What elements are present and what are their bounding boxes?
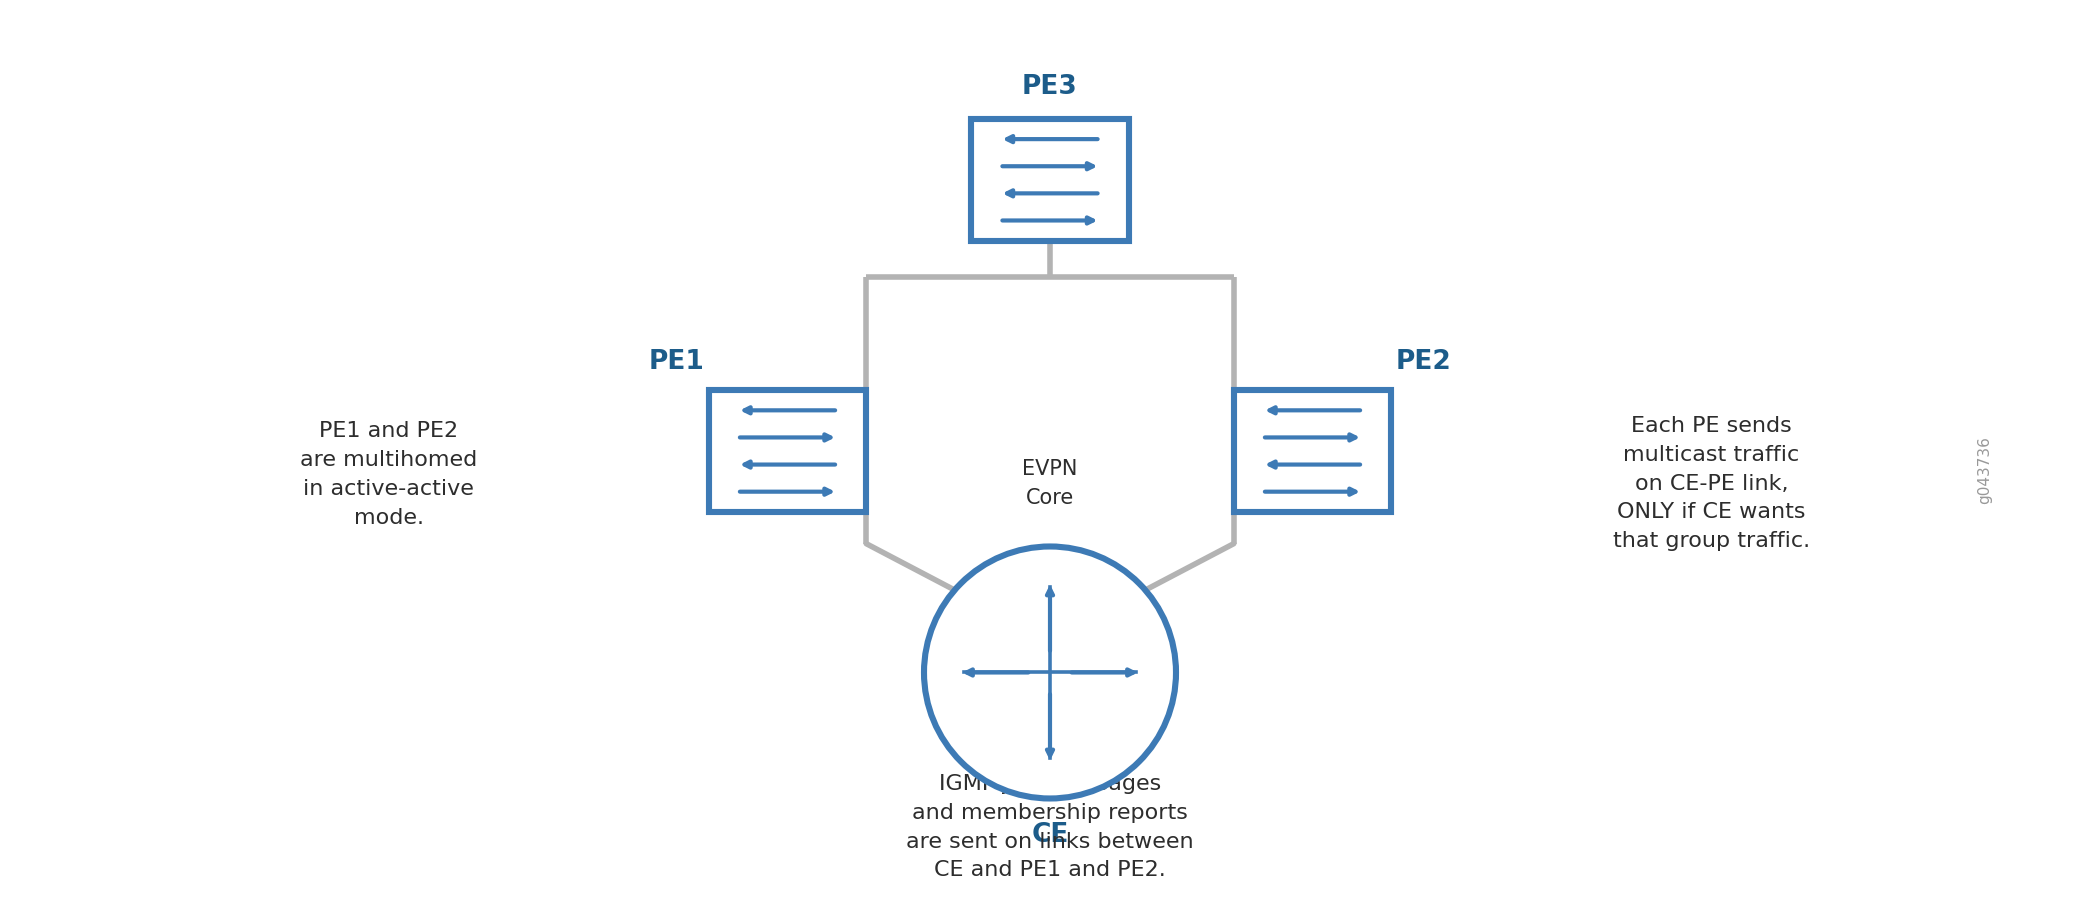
Text: Each PE sends
multicast traffic
on CE-PE link,
ONLY if CE wants
that group traff: Each PE sends multicast traffic on CE-PE… <box>1613 415 1810 551</box>
Text: PE3: PE3 <box>1023 74 1077 99</box>
Text: IGMP join messages
and membership reports
are sent on links between
CE and PE1 a: IGMP join messages and membership report… <box>907 773 1193 880</box>
Text: g043736: g043736 <box>1976 435 1993 504</box>
Text: CE: CE <box>1031 821 1069 847</box>
FancyBboxPatch shape <box>1235 390 1390 512</box>
Text: EVPN
Core: EVPN Core <box>1023 459 1077 507</box>
Text: PE1 and PE2
are multihomed
in active-active
mode.: PE1 and PE2 are multihomed in active-act… <box>300 421 477 527</box>
Text: PE1: PE1 <box>649 349 706 374</box>
FancyBboxPatch shape <box>710 390 867 512</box>
FancyBboxPatch shape <box>970 119 1130 241</box>
Text: PE2: PE2 <box>1394 349 1451 374</box>
Ellipse shape <box>924 547 1176 798</box>
